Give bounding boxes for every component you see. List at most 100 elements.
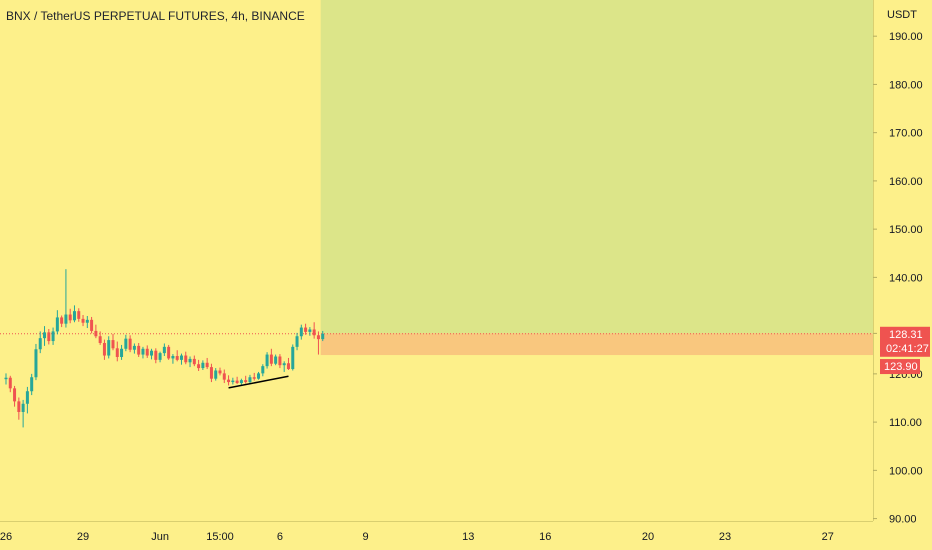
candle-body [278, 356, 282, 366]
candle-body [222, 373, 226, 380]
candle-body [8, 377, 12, 389]
candle-body [145, 348, 149, 356]
candle-body [13, 388, 17, 402]
time-tick-label: 9 [362, 531, 368, 543]
price-tick-label: 190.00 [889, 31, 923, 43]
candle-body [85, 319, 89, 323]
candles-group [4, 269, 325, 428]
candle-body [209, 367, 213, 379]
time-tick-label: 26 [0, 531, 12, 543]
candle-body [282, 363, 286, 366]
profit-target-zone[interactable] [320, 0, 874, 334]
candle-body [184, 355, 188, 363]
candle-body [205, 362, 209, 368]
candle-body [107, 340, 111, 356]
price-tick-label: 140.00 [889, 272, 923, 284]
price-axis[interactable]: USDT 190.00 180.00 170.00 160.00 150.00 140.0… [873, 0, 923, 526]
candle-body [286, 363, 290, 370]
candle-body [162, 346, 166, 354]
candle-body [21, 403, 25, 412]
currency-label: USDT [887, 9, 917, 21]
candle-body [295, 336, 299, 347]
candle-body [175, 356, 179, 360]
candle-body [64, 314, 68, 324]
candle-body [4, 377, 8, 380]
price-tick-label: 90.00 [889, 514, 917, 526]
chart-title: BNX / TetherUS PERPETUAL FUTURES, 4h, BI… [6, 9, 305, 23]
candle-body [34, 349, 38, 378]
candle-body [252, 377, 256, 379]
stop-price-tag [880, 359, 920, 375]
candle-body [274, 356, 278, 364]
candle-body [38, 338, 42, 350]
candle-body [51, 331, 55, 342]
time-tick-label: Jun [151, 531, 169, 543]
candle-body [239, 380, 243, 384]
price-tick-label: 150.00 [889, 224, 923, 236]
time-tick-label: 29 [77, 531, 89, 543]
candle-body [171, 356, 175, 359]
candle-body [214, 370, 218, 379]
price-tick-label: 110.00 [889, 417, 922, 429]
candle-body [124, 338, 128, 349]
time-tick-label: 23 [719, 531, 731, 543]
candle-body [128, 338, 132, 350]
candle-body [257, 373, 261, 379]
time-tick-label: 27 [822, 531, 834, 543]
candle-body [25, 391, 29, 404]
candle-body [321, 333, 325, 340]
price-tick-label: 160.00 [889, 176, 923, 188]
candle-body [47, 332, 51, 342]
candle-body [269, 354, 273, 364]
candle-body [291, 346, 295, 370]
current-price-tag [880, 326, 930, 357]
candle-body [132, 345, 136, 350]
candle-body [308, 329, 312, 332]
candle-body [231, 380, 235, 383]
stop-price-label: 123.90 [884, 361, 918, 373]
candle-body [43, 332, 47, 339]
candle-body [316, 335, 320, 340]
candle-body [81, 318, 85, 323]
candle-body [227, 379, 231, 383]
time-tick-label: 6 [277, 531, 283, 543]
candle-body [167, 346, 171, 359]
candle-body [192, 358, 196, 365]
current-price-label: 128.31 [889, 329, 923, 341]
candle-body [154, 350, 158, 360]
candle-body [299, 327, 303, 337]
candle-body [304, 327, 308, 332]
candle-body [17, 401, 21, 412]
time-tick-label: 13 [462, 531, 474, 543]
candle-body [248, 377, 252, 383]
candle-body [72, 311, 76, 321]
candle-body [158, 353, 162, 360]
candle-body [179, 355, 183, 360]
candle-body [137, 345, 141, 355]
candle-body [68, 314, 72, 321]
candle-body [98, 336, 102, 343]
stop-loss-zone[interactable] [320, 333, 874, 356]
candle-body [111, 340, 115, 349]
time-tick-label: 16 [539, 531, 551, 543]
candle-body [94, 330, 98, 337]
time-tick-label: 20 [642, 531, 654, 543]
countdown-label: 02:41:27 [886, 343, 929, 355]
trendline[interactable] [228, 375, 289, 389]
candle-body [77, 311, 81, 319]
candle-body [312, 329, 316, 336]
candle-body [90, 319, 94, 331]
price-tags: 128.31 02:41:27 123.90 [880, 326, 930, 375]
candle-body [197, 364, 201, 369]
time-tick-label: 15:00 [206, 531, 234, 543]
candle-body [188, 358, 192, 363]
candle-body [30, 377, 34, 392]
candle-body [102, 342, 106, 356]
candle-body [235, 380, 239, 384]
candle-body [150, 350, 154, 356]
candle-body [115, 348, 119, 357]
candle-body [141, 348, 145, 355]
time-axis[interactable]: 26 29 Jun 15:00 6 9 13 16 20 23 27 [0, 521, 873, 544]
